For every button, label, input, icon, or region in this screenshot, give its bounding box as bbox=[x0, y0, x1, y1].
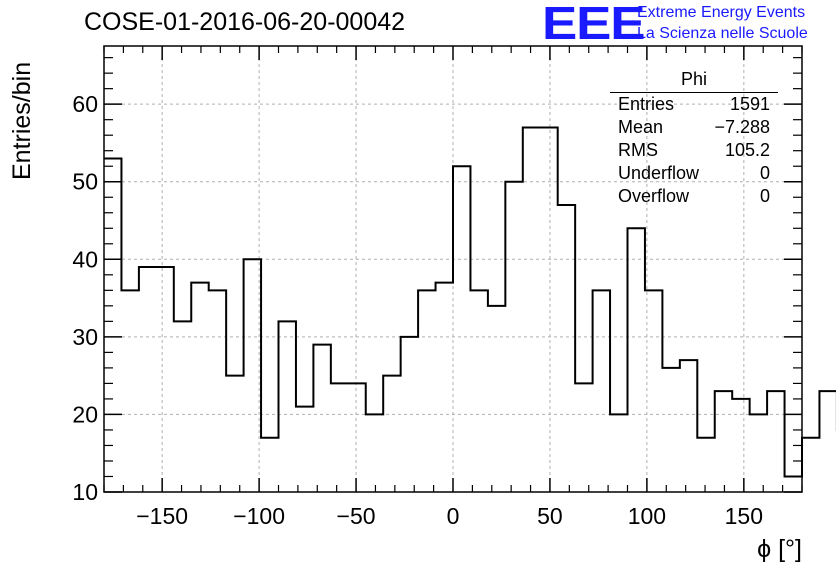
x-tick-label: −50 bbox=[337, 503, 376, 529]
brand-line-2: La Scienza nelle Scuole bbox=[637, 25, 808, 42]
stats-label: Underflow bbox=[618, 163, 700, 183]
x-tick-label: −150 bbox=[136, 503, 188, 529]
stats-row-underflow: Underflow 0 bbox=[610, 162, 778, 185]
eee-logo: EEE bbox=[542, 0, 646, 49]
y-tick-label: 30 bbox=[72, 324, 98, 350]
y-tick-label: 40 bbox=[72, 246, 98, 272]
plot-frame bbox=[103, 45, 803, 493]
x-tick-label: 100 bbox=[628, 503, 666, 529]
stats-label: Mean bbox=[618, 117, 664, 137]
stats-label: Overflow bbox=[618, 186, 690, 206]
chart-title: COSE-01-2016-06-20-00042 bbox=[84, 8, 406, 36]
tick-labels: −150 −100 −50 0 50 100 150 10 20 30 40 50 60 bbox=[72, 91, 763, 529]
stats-value: 0 bbox=[759, 186, 770, 206]
x-tick-label: 150 bbox=[725, 503, 763, 529]
stats-row-entries: Entries 1591 bbox=[610, 93, 778, 116]
x-tick-label: −100 bbox=[233, 503, 285, 529]
stats-value: −7.288 bbox=[714, 117, 770, 137]
stats-row-rms: RMS 105.2 bbox=[610, 139, 778, 162]
y-tick-label: 50 bbox=[72, 169, 98, 195]
x-axis-label: ϕ [°] bbox=[757, 535, 802, 563]
histogram-outline bbox=[104, 126, 836, 478]
stats-title: Phi bbox=[610, 68, 778, 93]
y-axis-label: Entries/bin bbox=[8, 61, 36, 180]
y-tick-label: 20 bbox=[72, 401, 98, 427]
stats-value: 0 bbox=[759, 163, 770, 183]
y-tick-label: 10 bbox=[72, 479, 98, 505]
stats-label: Entries bbox=[618, 94, 675, 114]
stats-label: RMS bbox=[618, 140, 658, 160]
stats-row-overflow: Overflow 0 bbox=[610, 185, 778, 208]
stats-box: Phi Entries 1591 Mean −7.288 RMS 105.2 Unde… bbox=[610, 68, 778, 208]
stats-value: 1591 bbox=[729, 94, 770, 114]
stats-value: 105.2 bbox=[724, 140, 770, 160]
x-tick-label: 0 bbox=[447, 503, 460, 529]
x-tick-label: 50 bbox=[537, 503, 563, 529]
stats-row-mean: Mean −7.288 bbox=[610, 116, 778, 139]
y-tick-label: 60 bbox=[72, 91, 98, 117]
brand-line-1: Extreme Energy Events bbox=[637, 4, 806, 21]
